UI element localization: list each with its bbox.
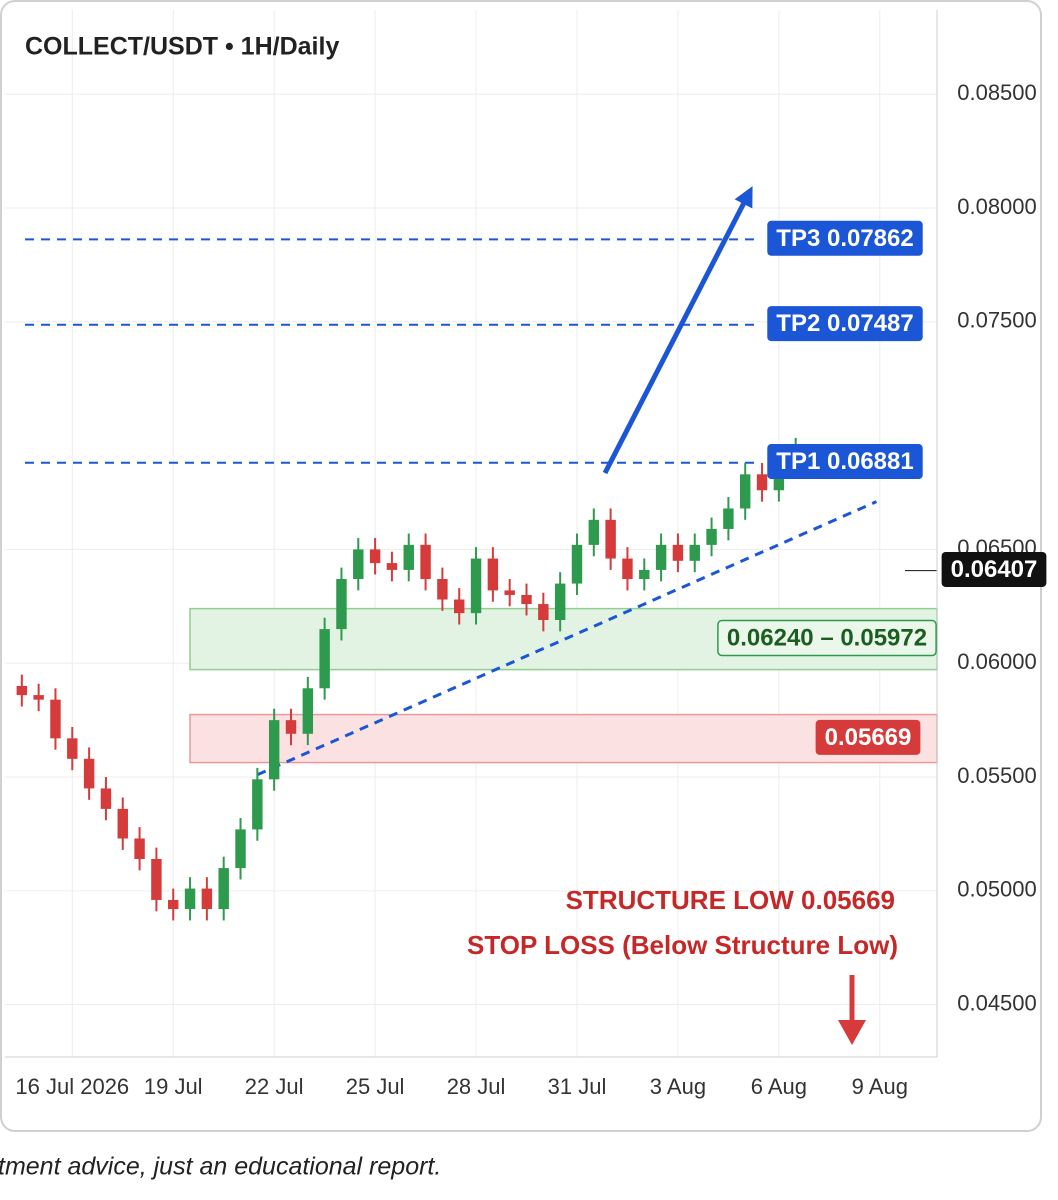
footer-note: tment advice, just an educational report… [0, 1153, 441, 1181]
candle-body [83, 758, 95, 789]
candle-body [353, 549, 364, 580]
y-tick-label: 0.05500 [957, 763, 1037, 788]
candle-body [655, 544, 667, 570]
candles [16, 437, 801, 921]
candle-body [420, 544, 431, 580]
candle-body [756, 474, 768, 491]
candle-body [252, 779, 263, 830]
labels: 0.045000.050000.055000.060000.065000.075… [15, 80, 1047, 1099]
level-badge [767, 220, 923, 256]
candle-body [554, 583, 566, 620]
trendline [256, 500, 878, 777]
candle-body [487, 558, 499, 591]
candle-body [151, 858, 162, 900]
candle-body [386, 563, 398, 570]
candle-body [588, 519, 600, 545]
candle-body [100, 788, 112, 809]
x-tick-label: 22 Jul [245, 1074, 304, 1099]
level-label: 0.06407 [951, 556, 1038, 583]
candle-body [218, 868, 229, 910]
candle-body [521, 594, 532, 605]
level-badge [815, 719, 921, 755]
candle-body [67, 738, 78, 759]
candle-body [689, 544, 700, 561]
candle-body [50, 699, 61, 739]
annotation: STRUCTURE LOW 0.05669 [566, 885, 895, 915]
x-tick-label: 25 Jul [346, 1074, 405, 1099]
candle-body [268, 720, 280, 780]
candle-body [285, 720, 297, 734]
level-label: TP2 0.07487 [776, 310, 913, 337]
candle-body [454, 599, 465, 614]
y-tick-label: 0.06000 [957, 649, 1037, 674]
y-tick-label: 0.04500 [957, 990, 1037, 1015]
x-tick-label: 9 Aug [852, 1074, 908, 1099]
candle-body [538, 604, 549, 620]
y-tick-label: 0.07500 [957, 308, 1037, 333]
candle-body [201, 888, 213, 910]
candle-body [706, 528, 717, 545]
down-arrow-head [838, 1020, 866, 1045]
candle-body [302, 688, 314, 734]
level-label: 0.05669 [825, 724, 912, 751]
candle-body [622, 558, 633, 580]
level-badge [767, 444, 923, 480]
x-tick-label: 19 Jul [144, 1074, 203, 1099]
candle-body [336, 579, 347, 630]
y-tick-label: 0.05000 [957, 877, 1037, 902]
level-label: 0.06240 – 0.05972 [727, 624, 927, 651]
x-tick-label: 16 Jul 2026 [15, 1074, 129, 1099]
x-tick-label: 28 Jul [447, 1074, 506, 1099]
candle-body [117, 808, 128, 839]
candle-body [235, 829, 246, 869]
level-label: TP1 0.06881 [776, 448, 913, 475]
level-badge [941, 551, 1047, 587]
candle-body [723, 508, 734, 529]
candle-body [319, 629, 330, 689]
candle-body [33, 695, 44, 700]
level-badge [767, 306, 923, 342]
candle-body [672, 544, 684, 561]
chart-card [0, 0, 1042, 1132]
stop-zone [189, 713, 938, 764]
level-label: TP3 0.07862 [776, 225, 913, 252]
candle-body [369, 549, 381, 564]
candle-body [134, 838, 145, 859]
candle-body [504, 590, 515, 595]
candle-body [740, 474, 751, 509]
candle-body [403, 544, 414, 570]
candle-body [184, 888, 196, 910]
level-badge [717, 619, 937, 657]
projection-arrow [602, 186, 753, 475]
levels [25, 238, 937, 777]
y-tick-label: 0.08500 [957, 80, 1037, 105]
candle-body [437, 579, 448, 600]
candle-body [16, 685, 28, 696]
candle-body [470, 558, 482, 614]
x-tick-label: 6 Aug [751, 1074, 807, 1099]
y-tick-label: 0.08000 [957, 194, 1037, 219]
x-tick-label: 31 Jul [548, 1074, 607, 1099]
candle-body [605, 519, 616, 559]
chart-title: COLLECT/USDT • 1H/Daily [25, 33, 339, 61]
candle-body [168, 899, 179, 910]
candle-body [571, 544, 583, 584]
x-tick-label: 3 Aug [650, 1074, 706, 1099]
candle-body [639, 569, 650, 580]
annotation: STOP LOSS (Below Structure Low) [467, 930, 898, 960]
